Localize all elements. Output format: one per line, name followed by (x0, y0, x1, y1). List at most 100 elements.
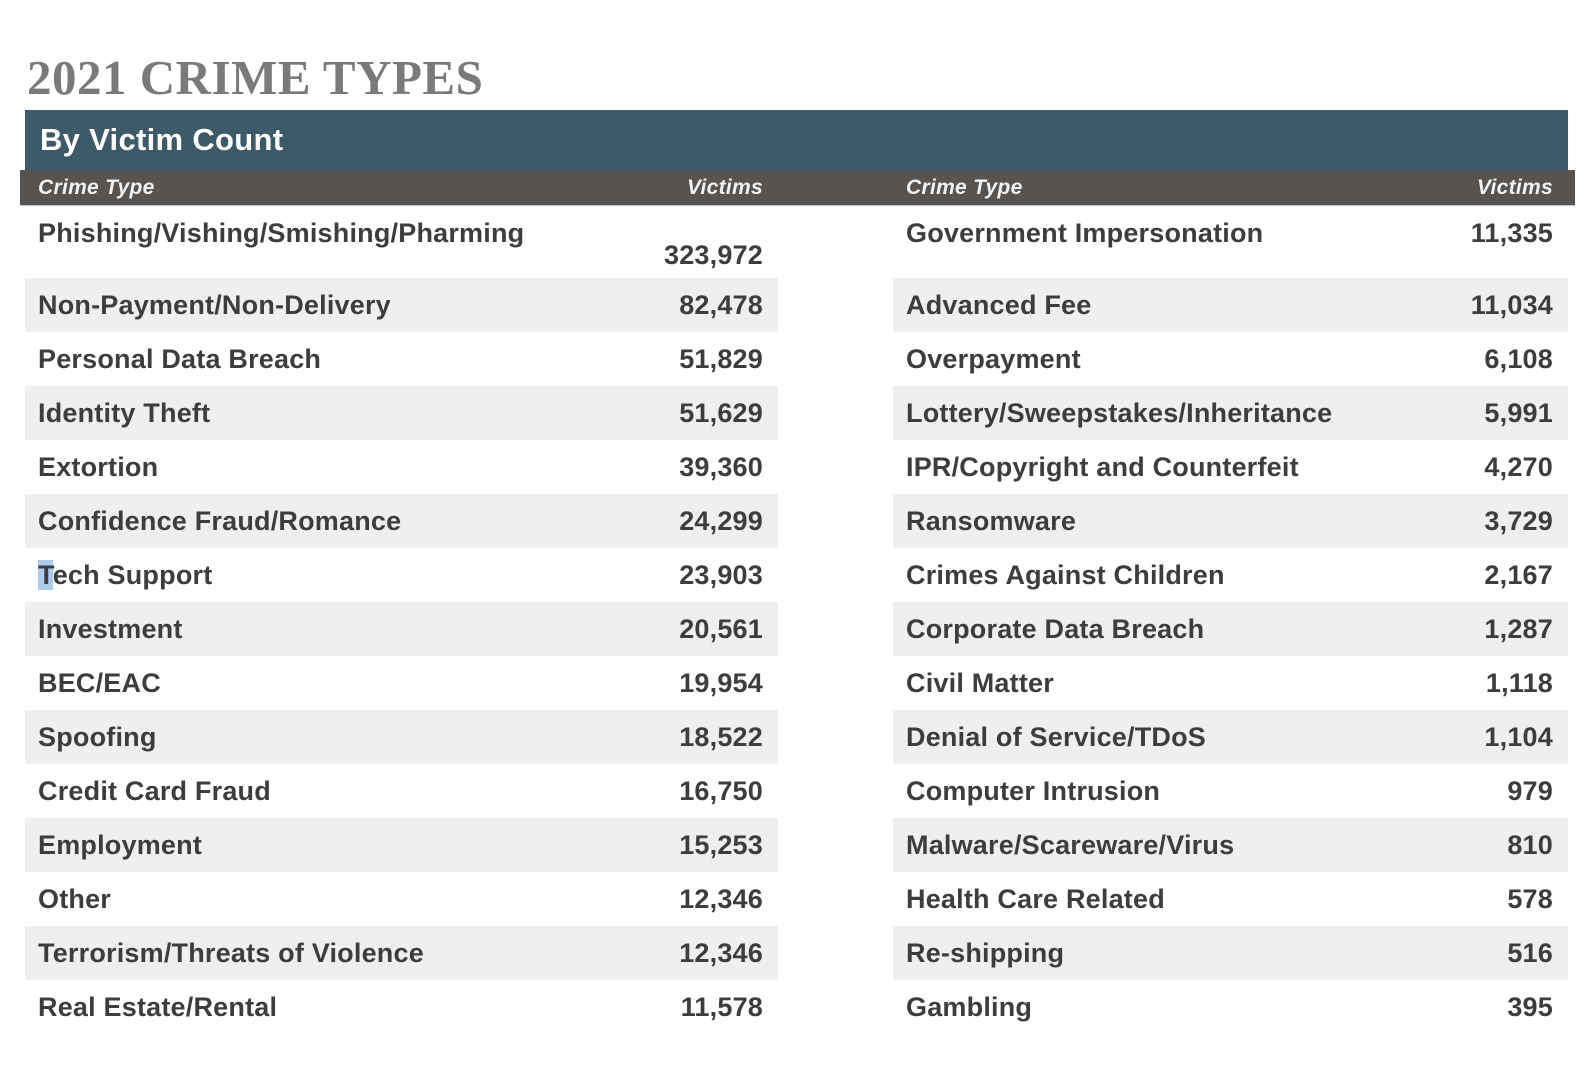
table-row: IPR/Copyright and Counterfeit 4,270 (893, 440, 1568, 494)
crime-type-label: Ransomware (906, 505, 1077, 536)
table-header-label: By Victim Count (40, 122, 284, 157)
crime-type-label: Re-shipping (906, 937, 1065, 968)
victims-value: 4,270 (1484, 451, 1553, 482)
table-row: Civil Matter 1,118 (893, 656, 1568, 710)
victims-value: 979 (1507, 775, 1553, 806)
victims-value: 3,729 (1484, 505, 1553, 536)
table-row: Advanced Fee 11,034 (893, 278, 1568, 332)
victims-value: 12,346 (679, 937, 763, 968)
table-row: Lottery/Sweepstakes/Inheritance 5,991 (893, 386, 1568, 440)
victims-value: 12,346 (679, 883, 763, 914)
victims-value: 578 (1507, 883, 1553, 914)
crime-type-label: BEC/EAC (38, 667, 161, 698)
victims-value: 19,954 (679, 667, 763, 698)
victims-value: 18,522 (679, 721, 763, 752)
table-row: Personal Data Breach 51,829 (25, 332, 778, 386)
crime-type-label: Civil Matter (906, 667, 1054, 698)
victims-value: 395 (1507, 991, 1553, 1022)
table-row: Tech Support 23,903 (25, 548, 778, 602)
victims-value: 323,972 (664, 240, 763, 270)
crime-type-label: Other (38, 883, 112, 914)
column-header-row: Crime Type Victims Crime Type Victims (20, 170, 1575, 205)
crime-type-label: Employment (38, 829, 203, 860)
crime-type-column-header-left: Crime Type (38, 175, 155, 199)
victims-value: 20,561 (679, 613, 763, 644)
victims-value: 1,118 (1485, 667, 1553, 698)
left-column: Phishing/Vishing/Smishing/Pharming 323,97… (25, 205, 778, 1034)
table-body: Phishing/Vishing/Smishing/Pharming 323,97… (25, 205, 1568, 1034)
victims-value: 23,903 (679, 559, 763, 590)
victims-value: 11,034 (1470, 289, 1553, 320)
crime-type-label: Investment (38, 613, 183, 644)
crime-type-label: Crimes Against Children (906, 559, 1225, 590)
table-row: Malware/Scareware/Virus 810 (893, 818, 1568, 872)
crime-type-label: Tech Support (38, 559, 213, 590)
text-selection-highlight: T (38, 559, 53, 590)
victims-value: 5,991 (1484, 397, 1553, 428)
crime-type-label: Lottery/Sweepstakes/Inheritance (906, 397, 1333, 428)
table-row: Non-Payment/Non-Delivery 82,478 (25, 278, 778, 332)
crime-type-label: Malware/Scareware/Virus (906, 829, 1235, 860)
victims-value: 6,108 (1484, 343, 1553, 374)
table-row: Health Care Related 578 (893, 872, 1568, 926)
victims-value: 82,478 (679, 289, 763, 320)
table-row: Terrorism/Threats of Violence 12,346 (25, 926, 778, 980)
table-row: Confidence Fraud/Romance 24,299 (25, 494, 778, 548)
page-title: 2021 CRIME TYPES (27, 49, 484, 105)
crime-type-label: Credit Card Fraud (38, 775, 271, 806)
crime-type-column-header-right: Crime Type (906, 175, 1023, 199)
crime-type-label: IPR/Copyright and Counterfeit (906, 451, 1299, 482)
victims-column-header-right: Victims (1476, 175, 1553, 199)
victim-count-table: By Victim Count Crime Type Victims Crime… (20, 110, 1575, 1034)
table-row: Computer Intrusion 979 (893, 764, 1568, 818)
crime-type-label: Extortion (38, 451, 159, 482)
crime-type-label: Advanced Fee (906, 289, 1092, 320)
table-row: Re-shipping 516 (893, 926, 1568, 980)
table-row: Denial of Service/TDoS 1,104 (893, 710, 1568, 764)
crime-type-label: Non-Payment/Non-Delivery (38, 289, 391, 320)
victims-value: 1,104 (1484, 721, 1553, 752)
column-header-left: Crime Type Victims (25, 176, 778, 200)
table-row: Investment 20,561 (25, 602, 778, 656)
crime-type-label: Government Impersonation (906, 218, 1264, 248)
victims-value: 2,167 (1484, 559, 1553, 590)
victims-value: 1,287 (1484, 613, 1553, 644)
table-header-band: By Victim Count (25, 110, 1568, 170)
table-row: Government Impersonation 11,335 (893, 205, 1568, 278)
victims-value: 51,829 (679, 343, 763, 374)
table-row: Credit Card Fraud 16,750 (25, 764, 778, 818)
table-row: Corporate Data Breach 1,287 (893, 602, 1568, 656)
victims-value: 11,578 (680, 991, 763, 1022)
crime-type-label: Overpayment (906, 343, 1081, 374)
victims-value: 810 (1507, 829, 1553, 860)
crime-type-label: Phishing/Vishing/Smishing/Pharming (38, 218, 525, 248)
victims-value: 11,335 (1470, 218, 1553, 248)
crime-type-label: Gambling (906, 991, 1033, 1022)
column-header-right: Crime Type Victims (893, 176, 1568, 200)
table-row: Gambling 395 (893, 980, 1568, 1034)
victims-value: 24,299 (679, 505, 763, 536)
crime-type-label: Spoofing (38, 721, 157, 752)
crime-type-label: Personal Data Breach (38, 343, 322, 374)
crime-type-label: Computer Intrusion (906, 775, 1161, 806)
crime-type-label: Terrorism/Threats of Violence (38, 937, 424, 968)
table-row: BEC/EAC 19,954 (25, 656, 778, 710)
crime-type-label: Identity Theft (38, 397, 211, 428)
table-row: Real Estate/Rental 11,578 (25, 980, 778, 1034)
table-row: Spoofing 18,522 (25, 710, 778, 764)
table-row: Extortion 39,360 (25, 440, 778, 494)
table-row: Crimes Against Children 2,167 (893, 548, 1568, 602)
table-row: Employment 15,253 (25, 818, 778, 872)
victims-value: 51,629 (679, 397, 763, 428)
victims-value: 16,750 (679, 775, 763, 806)
victims-value: 15,253 (679, 829, 763, 860)
right-column: Government Impersonation 11,335 Advanced F… (893, 205, 1568, 1034)
victims-value: 516 (1507, 937, 1553, 968)
table-row: Overpayment 6,108 (893, 332, 1568, 386)
victims-column-header-left: Victims (686, 175, 763, 199)
victims-value: 39,360 (679, 451, 763, 482)
table-row: Identity Theft 51,629 (25, 386, 778, 440)
table-row: Other 12,346 (25, 872, 778, 926)
crime-type-label: Health Care Related (906, 883, 1165, 914)
table-row: Phishing/Vishing/Smishing/Pharming 323,97… (25, 205, 778, 278)
